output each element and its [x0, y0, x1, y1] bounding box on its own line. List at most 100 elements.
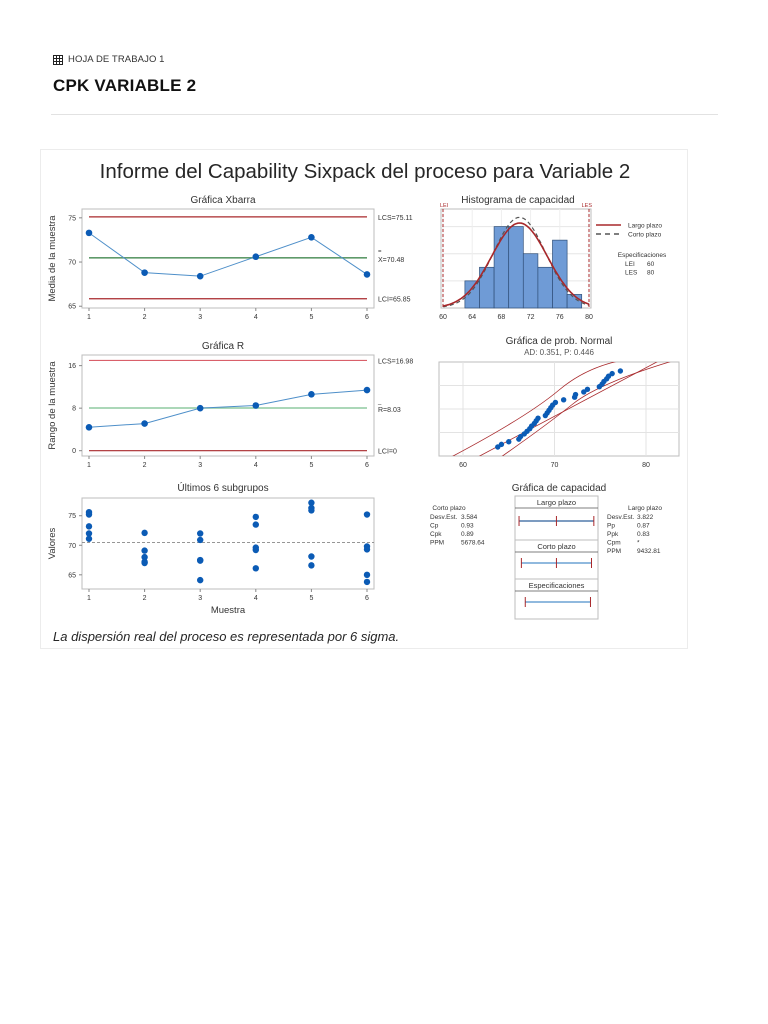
data-point — [252, 521, 259, 528]
chart-title: Gráfica de prob. Normal — [506, 336, 613, 347]
data-point — [197, 576, 204, 584]
tick-label: 80 — [585, 314, 593, 321]
lei-label: LEI — [440, 203, 449, 209]
data-point — [252, 565, 259, 572]
data-point — [85, 511, 93, 518]
capability-sixpack-report: Informe del Capability Sixpack del proce… — [40, 149, 688, 649]
tick-label: 1 — [87, 462, 91, 469]
worksheet-label: HOJA DE TRABAJO 1 — [68, 54, 165, 65]
spec-value: 60 — [647, 261, 655, 268]
data-point — [308, 562, 315, 569]
series-line — [88, 389, 368, 428]
data-point — [141, 553, 148, 561]
tick-label: 60 — [459, 462, 467, 469]
tick-label: 75 — [68, 513, 76, 520]
data-point — [85, 535, 93, 542]
data-point — [141, 269, 148, 276]
data-point — [363, 271, 371, 278]
data-point — [85, 423, 93, 431]
data-point — [584, 386, 591, 393]
stat-value: 0.93 — [461, 523, 474, 530]
stat-value: * — [637, 540, 640, 547]
tick-label: 80 — [642, 462, 650, 469]
data-point — [308, 391, 315, 398]
data-point — [141, 559, 148, 567]
long-term-stats: Largo plazo Desv.Est. 3.822 Pp 0.87 Ppk 0.83 Cp… — [607, 505, 662, 555]
data-point — [252, 402, 260, 409]
capability-histogram: Histograma de capacidad 60 64 68 72 76 80 LEI LE… — [439, 195, 667, 321]
data-point — [252, 513, 259, 521]
data-point — [197, 530, 204, 537]
tick-label: 5 — [309, 462, 313, 469]
chart-title: Histograma de capacidad — [461, 195, 574, 206]
tick-label: 70 — [68, 543, 76, 550]
report-footnote: La dispersión real del proceso es repres… — [53, 629, 400, 644]
spec-label: LES — [625, 270, 638, 277]
center-bar-mark: _ — [377, 399, 382, 405]
legend-short-term: Corto plazo — [628, 232, 662, 239]
worksheet-grid-icon — [53, 54, 63, 65]
data-point — [197, 557, 204, 564]
center-label: R=8.03 — [378, 407, 401, 414]
tick-label: 75 — [68, 215, 76, 222]
chart-title: Gráfica Xbarra — [190, 195, 255, 206]
capability-section: Especificaciones — [515, 578, 598, 607]
specs-title: Especificaciones — [618, 252, 667, 259]
long-term-curve — [442, 222, 590, 307]
data-point — [498, 441, 505, 448]
data-point — [85, 523, 93, 530]
stat-label: Cpk — [430, 531, 442, 538]
chart-title: Gráfica de capacidad — [512, 483, 607, 494]
lcl-label: LCI=0 — [378, 449, 397, 456]
tick-label: 70 — [551, 462, 559, 469]
tick-label: 60 — [439, 314, 447, 321]
spec-label: LEI — [625, 261, 635, 268]
stat-value: 9432.81 — [637, 548, 661, 555]
tick-label: 16 — [68, 363, 76, 370]
chart-subtitle: AD: 0.351, P: 0.446 — [524, 348, 594, 357]
tick-label: 64 — [468, 314, 476, 321]
data-point — [308, 507, 315, 514]
chart-title: Últimos 6 subgrupos — [177, 481, 268, 494]
data-point — [308, 499, 315, 506]
stat-label: PPM — [430, 540, 444, 547]
capability-section: Largo plazo — [515, 498, 598, 526]
stat-label: Desv.Est. — [607, 514, 635, 521]
tick-label: 6 — [365, 314, 369, 321]
data-point — [197, 536, 204, 544]
data-point — [363, 578, 371, 586]
short-term-curve — [442, 216, 590, 308]
spec-value: 80 — [647, 270, 655, 277]
data-point — [609, 370, 615, 377]
data-point — [617, 368, 624, 374]
data-point — [308, 553, 315, 560]
data-point — [141, 529, 148, 537]
plot-frame — [81, 354, 375, 457]
r-chart: Gráfica R Rango de la muestra 0 8 16 1 2 3 4 5 6 LC… — [47, 341, 413, 469]
tick-label: 4 — [254, 462, 258, 469]
data-point — [252, 546, 259, 554]
histogram-legend: Largo plazo Corto plazo Especificaciones LE… — [596, 223, 667, 277]
capability-box — [514, 495, 599, 620]
stat-value: 0.83 — [637, 531, 650, 538]
stat-label: Ppk — [607, 531, 619, 538]
data-point — [572, 391, 579, 398]
worksheet-tab-label[interactable]: HOJA DE TRABAJO 1 — [53, 54, 165, 65]
center-bar-mark: = — [378, 249, 382, 255]
tick-label: 1 — [87, 595, 91, 602]
ucl-label: LCS=75.11 — [378, 215, 413, 222]
stat-value: 0.89 — [461, 531, 474, 538]
les-label: LES — [582, 203, 593, 209]
stat-value: 3.584 — [461, 514, 478, 521]
tick-label: 3 — [198, 314, 202, 321]
tick-label: 4 — [254, 595, 258, 602]
data-point — [141, 420, 148, 427]
stat-label: Cp — [430, 523, 439, 530]
data-point — [363, 571, 371, 579]
short-term-stats: Corto plazo Desv.Est. 3.584 Cp 0.93 Cpk 0.89 PP… — [430, 505, 485, 547]
data-point — [560, 397, 567, 403]
tick-label: 5 — [309, 314, 313, 321]
stats-title: Corto plazo — [432, 505, 466, 512]
stat-label: Pp — [607, 523, 615, 530]
